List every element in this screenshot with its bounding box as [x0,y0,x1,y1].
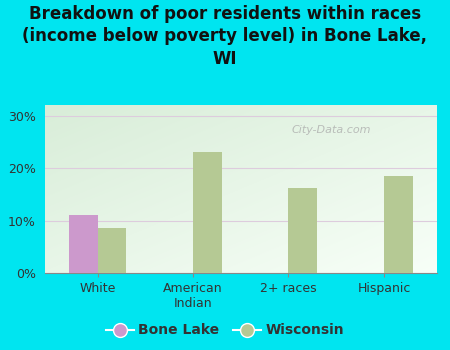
Bar [193,152,222,273]
Text: City-Data.com: City-Data.com [291,125,370,135]
Text: Breakdown of poor residents within races
(income below poverty level) in Bone La: Breakdown of poor residents within races… [22,5,427,68]
Bar [69,215,98,273]
Legend: Bone Lake, Wisconsin: Bone Lake, Wisconsin [101,318,349,343]
Bar [288,188,317,273]
Bar [384,176,413,273]
Bar [98,229,126,273]
